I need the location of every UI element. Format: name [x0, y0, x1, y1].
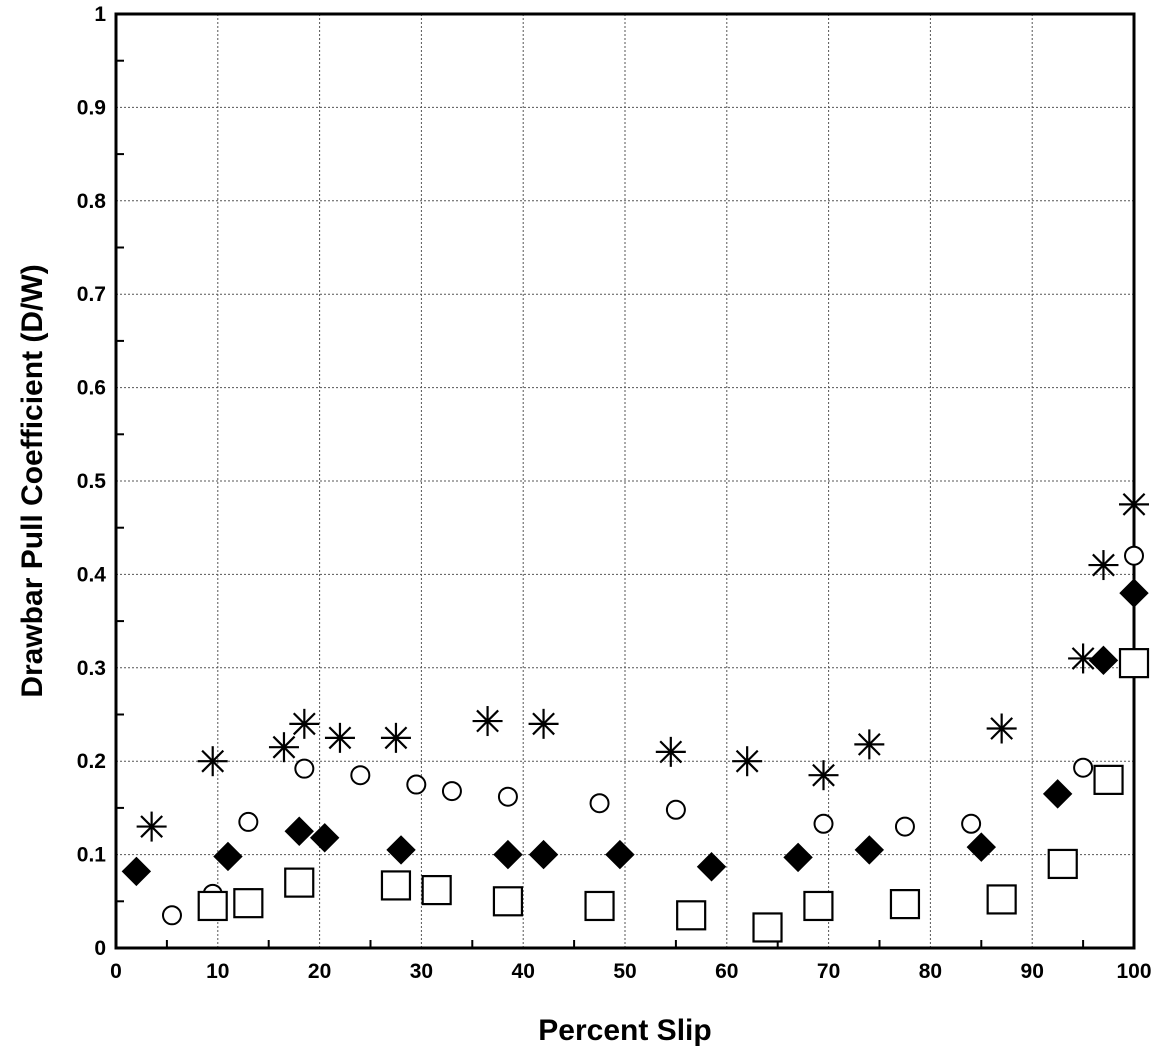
plot-frame	[114, 12, 1136, 950]
filled-diamond-marker	[696, 852, 727, 882]
asterisk-marker	[986, 713, 1017, 744]
x-tick-label: 60	[715, 960, 738, 983]
open-circle-marker	[894, 816, 915, 837]
open-square-marker	[284, 867, 315, 898]
filled-diamond-marker	[493, 839, 523, 870]
x-tick-label: 50	[613, 960, 636, 983]
grid-lines	[116, 14, 1134, 948]
filled-diamond-marker	[121, 856, 152, 887]
asterisk-marker	[1119, 489, 1149, 520]
open-square-marker	[197, 890, 228, 922]
asterisk-marker	[197, 746, 228, 777]
open-square-marker	[233, 888, 264, 919]
filled-diamond-marker	[528, 839, 559, 870]
asterisk-marker	[1088, 550, 1119, 581]
open-square-marker	[1047, 848, 1078, 880]
y-tick-label: 0.3	[77, 657, 106, 680]
open-circle-marker	[161, 905, 182, 926]
filled-diamond-marker	[213, 841, 243, 872]
asterisk-marker	[380, 722, 411, 753]
x-tick-label: 40	[512, 960, 535, 983]
open-circle-marker	[406, 774, 427, 795]
open-circle-marker	[350, 765, 371, 786]
x-tick-label: 20	[308, 960, 331, 983]
open-square-marker	[986, 884, 1017, 915]
filled-diamond-marker	[309, 823, 340, 853]
y-tick-label: 0.8	[77, 190, 107, 213]
open-square-marker	[889, 889, 921, 920]
open-square-marker	[380, 870, 412, 901]
x-tick-label: 30	[410, 960, 433, 983]
x-tick-label: 70	[817, 960, 840, 983]
filled-diamond-marker	[1088, 645, 1119, 676]
x-tick-label: 0	[110, 960, 122, 983]
asterisk-marker	[136, 811, 167, 842]
y-tick-labels: 0 0.1 0.2 0.3 0.4 0.5 0.6 0.7 0.8 0.9 1	[77, 3, 107, 960]
open-square-marker	[492, 886, 524, 917]
open-circle-marker	[441, 781, 462, 802]
open-circle-marker	[813, 813, 834, 834]
x-axis-title: Percent Slip	[538, 1014, 711, 1047]
y-tick-label: 0	[94, 937, 106, 960]
open-circle-marker	[294, 758, 315, 779]
asterisk-marker	[528, 708, 559, 739]
filled-diamond-marker	[386, 835, 416, 865]
open-circle-marker	[589, 793, 610, 814]
y-tick-label: 0.9	[77, 96, 106, 119]
asterisk-marker	[655, 736, 686, 767]
x-tick-label: 100	[1116, 960, 1151, 983]
y-tick-label: 0.7	[77, 283, 106, 306]
y-tick-label: 0.6	[77, 377, 106, 400]
asterisk-marker	[324, 722, 355, 753]
y-tick-label: 0.5	[77, 470, 107, 493]
open-square-marker	[1118, 648, 1150, 679]
open-circle-marker	[665, 799, 686, 820]
asterisk-marker	[854, 729, 885, 760]
open-square-marker	[1093, 764, 1124, 795]
open-square-marker	[584, 890, 615, 922]
filled-diamond-marker	[605, 839, 635, 870]
asterisk-marker	[472, 706, 503, 737]
x-tick-labels: 0 10 20 30 40 50 60 70 80 90 100	[110, 960, 1151, 983]
open-circle-marker	[1073, 757, 1094, 778]
data-markers	[121, 489, 1150, 943]
y-axis-title: Drawbar Pull Coefficient (D/W)	[16, 264, 49, 697]
x-tick-label: 90	[1021, 960, 1044, 983]
asterisk-marker	[732, 746, 763, 777]
y-tick-label: 0.2	[77, 750, 106, 773]
open-circle-marker	[238, 811, 259, 832]
x-tick-label: 80	[919, 960, 942, 983]
filled-diamond-marker	[1119, 578, 1149, 608]
y-tick-label: 0.1	[77, 844, 107, 867]
y-tick-label: 0.4	[77, 563, 107, 586]
open-square-marker	[676, 900, 707, 931]
filled-diamond-marker	[284, 816, 314, 846]
asterisk-marker	[289, 708, 320, 739]
x-tick-label: 10	[206, 960, 229, 983]
filled-diamond-marker	[966, 832, 997, 862]
open-square-marker	[803, 890, 834, 922]
open-square-marker	[421, 874, 452, 906]
open-square-marker	[752, 912, 783, 943]
filled-diamond-marker	[854, 835, 885, 865]
asterisk-marker	[268, 732, 299, 763]
open-circle-marker	[1124, 545, 1144, 566]
open-circle-marker	[961, 813, 982, 834]
open-circle-marker	[497, 786, 518, 807]
filled-diamond-marker	[1042, 779, 1073, 809]
minor-ticks	[116, 59, 1085, 948]
filled-diamond-marker	[783, 842, 813, 873]
y-tick-label: 1	[94, 3, 106, 26]
asterisk-marker	[808, 760, 839, 791]
